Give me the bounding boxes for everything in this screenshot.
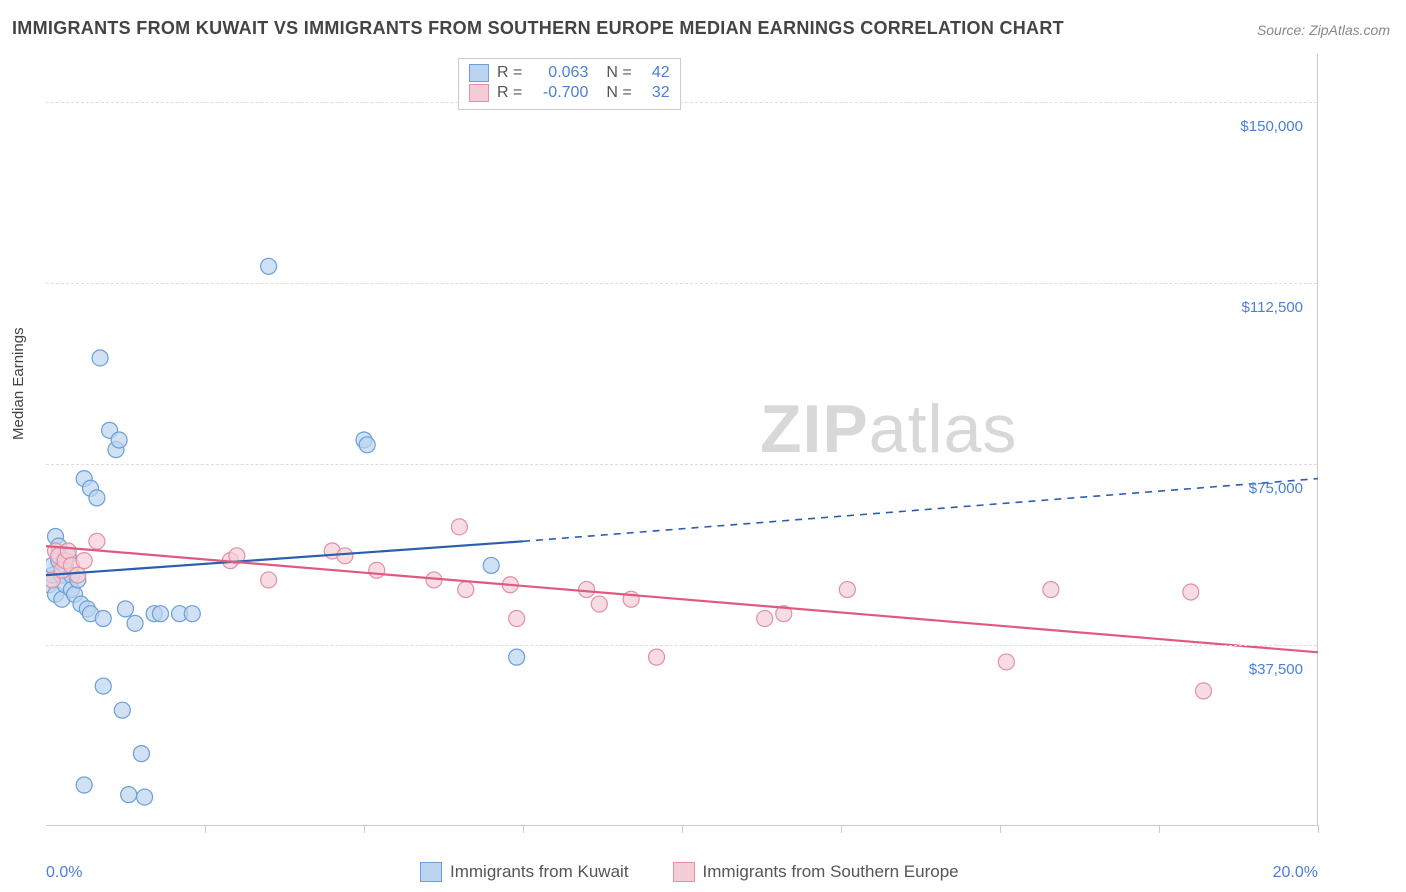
- grid-line-h: [46, 645, 1317, 646]
- y-axis-label: $37,500: [1249, 661, 1303, 678]
- grid-line-h: [46, 102, 1317, 103]
- data-point: [998, 654, 1014, 670]
- x-axis-tick: [523, 825, 524, 833]
- data-point: [509, 649, 525, 665]
- data-point: [1043, 582, 1059, 598]
- data-point: [76, 777, 92, 793]
- legend-label: Immigrants from Southern Europe: [703, 862, 959, 882]
- data-point: [111, 432, 127, 448]
- stats-row: R = -0.700 N = 32: [469, 83, 670, 103]
- legend-swatch: [420, 862, 442, 882]
- legend-item: Immigrants from Kuwait: [420, 862, 629, 882]
- y-axis-label: $112,500: [1242, 299, 1303, 316]
- data-point: [1183, 584, 1199, 600]
- grid-line-h: [46, 464, 1317, 465]
- y-axis-label: $75,000: [1249, 480, 1303, 497]
- r-label: R =: [497, 84, 522, 102]
- x-axis-tick: [841, 825, 842, 833]
- x-axis-tick: [205, 825, 206, 833]
- data-point: [118, 601, 134, 617]
- data-point: [95, 611, 111, 627]
- data-point: [591, 596, 607, 612]
- data-point: [337, 548, 353, 564]
- data-point: [483, 557, 499, 573]
- data-point: [458, 582, 474, 598]
- data-point: [121, 787, 137, 803]
- x-axis-min-label: 0.0%: [46, 864, 82, 882]
- legend-swatch: [673, 862, 695, 882]
- n-label: N =: [606, 84, 631, 102]
- x-axis-max-label: 20.0%: [1273, 864, 1318, 882]
- data-point: [579, 582, 595, 598]
- r-value: 0.063: [530, 64, 588, 82]
- data-point: [757, 611, 773, 627]
- data-point: [92, 350, 108, 366]
- data-point: [261, 572, 277, 588]
- y-axis-title: Median Earnings: [10, 327, 27, 440]
- data-point: [76, 553, 92, 569]
- data-point: [184, 606, 200, 622]
- legend-label: Immigrants from Kuwait: [450, 862, 629, 882]
- data-point: [261, 258, 277, 274]
- plot-area: $37,500 $75,000 $112,500 $150,000: [46, 54, 1318, 826]
- legend-swatch: [469, 84, 489, 102]
- n-value: 42: [640, 64, 670, 82]
- correlation-stats-box: R = 0.063 N = 42 R = -0.700 N = 32: [458, 58, 681, 110]
- data-point: [509, 611, 525, 627]
- data-point: [839, 582, 855, 598]
- x-axis-tick: [1159, 825, 1160, 833]
- y-axis-label: $150,000: [1240, 118, 1303, 135]
- data-point: [70, 567, 86, 583]
- data-point: [127, 615, 143, 631]
- chart-title: IMMIGRANTS FROM KUWAIT VS IMMIGRANTS FRO…: [12, 18, 1064, 39]
- regression-line: [46, 546, 1318, 652]
- legend-item: Immigrants from Southern Europe: [673, 862, 959, 882]
- scatter-svg: [46, 54, 1318, 826]
- data-point: [133, 746, 149, 762]
- n-value: 32: [640, 84, 670, 102]
- source-label: Source: ZipAtlas.com: [1257, 22, 1390, 38]
- data-point: [359, 437, 375, 453]
- regression-line-extrapolated: [523, 479, 1318, 542]
- x-axis-tick: [1318, 825, 1319, 833]
- stats-row: R = 0.063 N = 42: [469, 63, 670, 83]
- r-value: -0.700: [530, 84, 588, 102]
- data-point: [649, 649, 665, 665]
- data-point: [1196, 683, 1212, 699]
- data-point: [451, 519, 467, 535]
- grid-line-h: [46, 283, 1317, 284]
- data-point: [60, 543, 76, 559]
- regression-line: [46, 541, 523, 575]
- data-point: [152, 606, 168, 622]
- data-point: [89, 533, 105, 549]
- data-point: [137, 789, 153, 805]
- x-axis-tick: [682, 825, 683, 833]
- data-point: [89, 490, 105, 506]
- x-axis-tick: [364, 825, 365, 833]
- x-axis-tick: [1000, 825, 1001, 833]
- data-point: [95, 678, 111, 694]
- n-label: N =: [606, 64, 631, 82]
- r-label: R =: [497, 64, 522, 82]
- legend-swatch: [469, 64, 489, 82]
- data-point: [369, 562, 385, 578]
- data-point: [114, 702, 130, 718]
- bottom-legend: Immigrants from Kuwait Immigrants from So…: [420, 862, 959, 882]
